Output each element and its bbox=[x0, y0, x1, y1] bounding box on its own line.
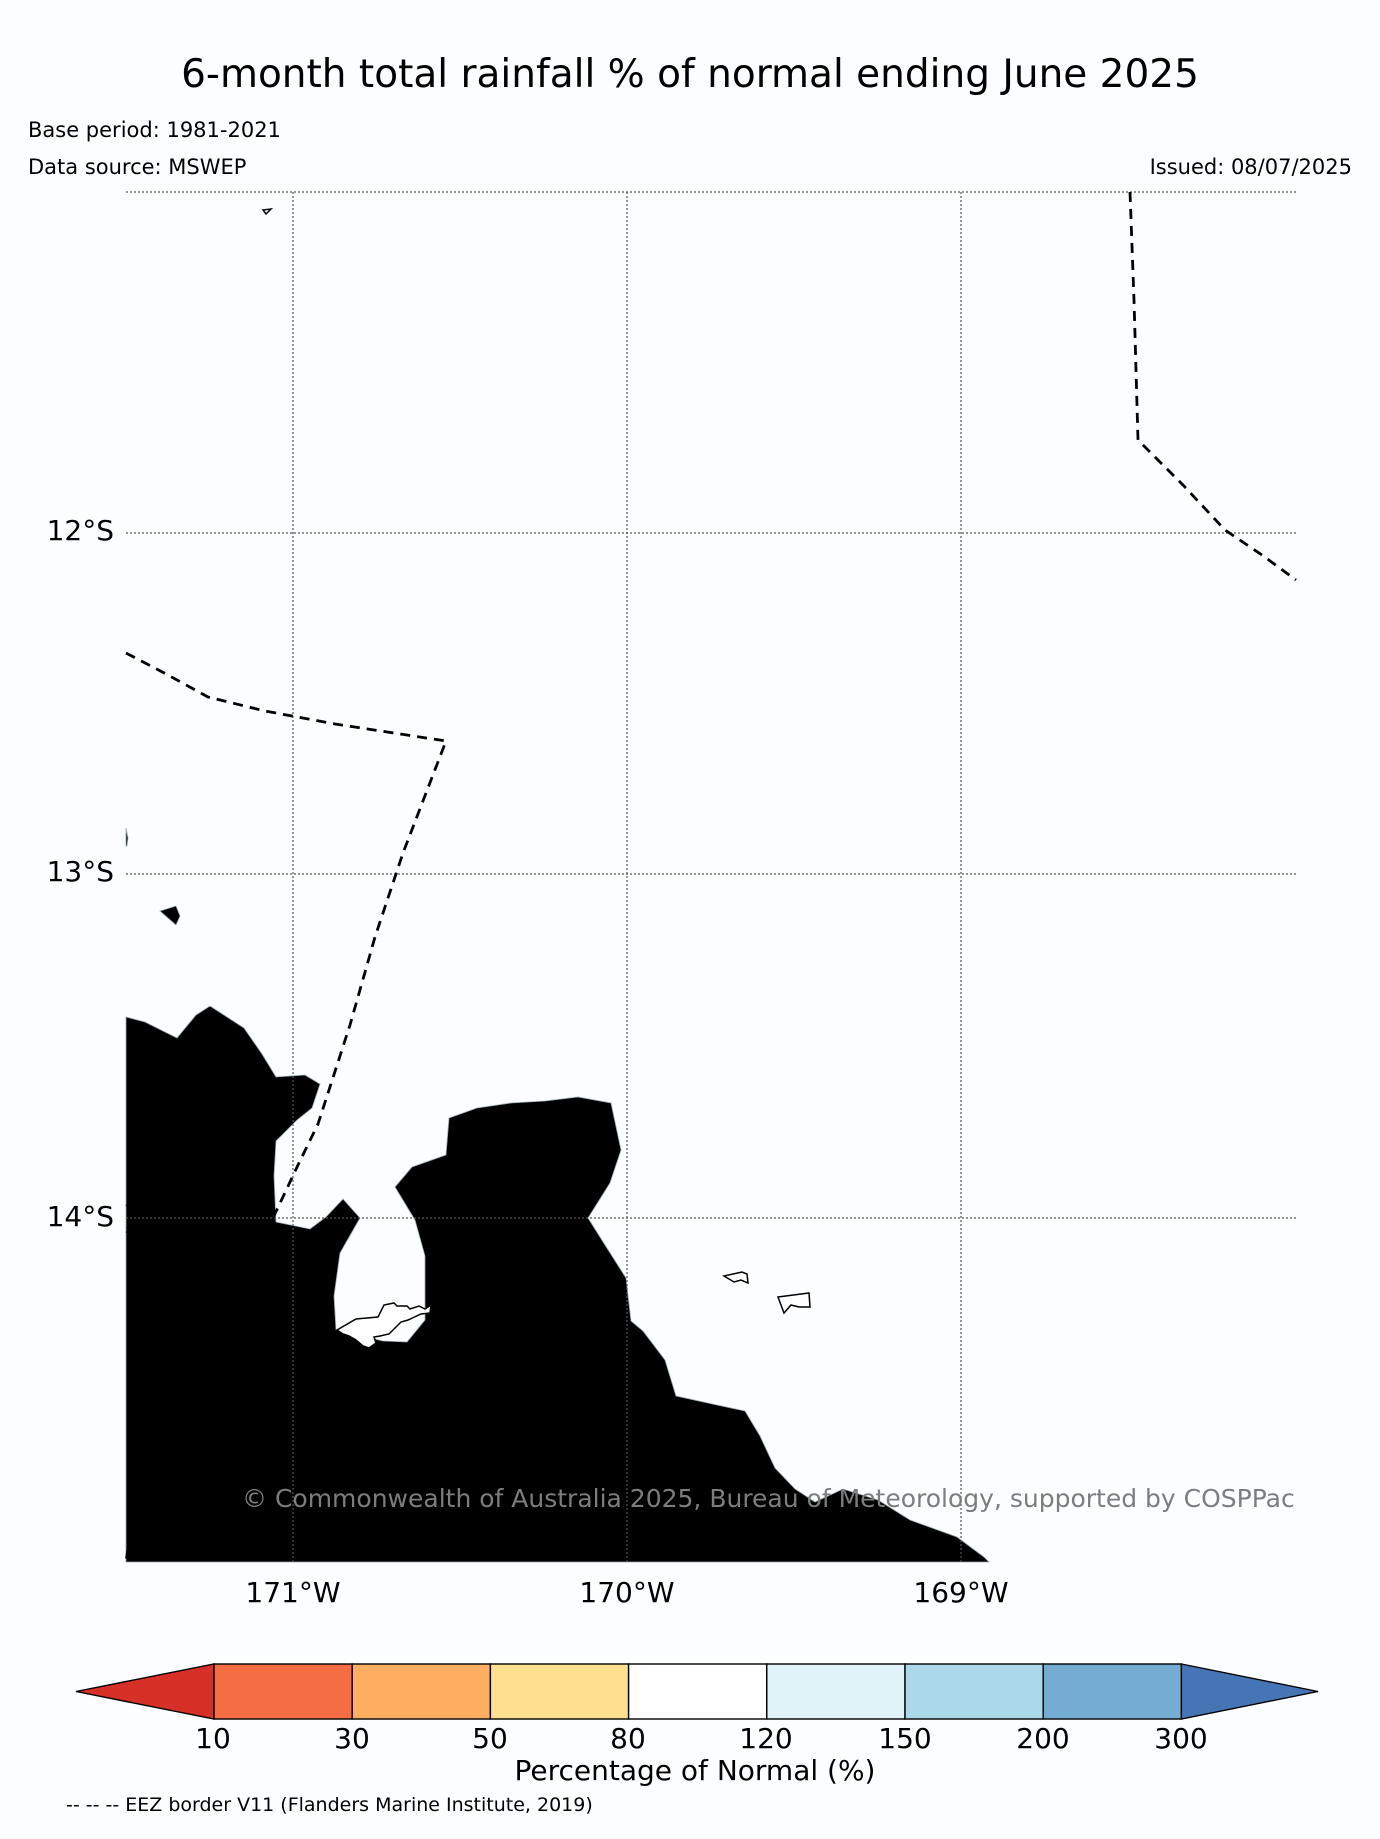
colorbar bbox=[75, 1663, 1319, 1720]
colorbar-tick-10: 10 bbox=[195, 1722, 231, 1755]
colorbar-tick-300: 300 bbox=[1154, 1722, 1208, 1755]
colorbar-segment bbox=[1042, 1663, 1183, 1720]
colorbar-title: Percentage of Normal (%) bbox=[514, 1754, 876, 1787]
colorbar-extend-low bbox=[75, 1663, 215, 1720]
colorbar-tick-150: 150 bbox=[878, 1722, 932, 1755]
tau-island bbox=[776, 1292, 811, 1315]
lon-label-170w: 170°W bbox=[579, 1576, 675, 1609]
lat-label-13s: 13°S bbox=[46, 855, 114, 888]
colorbar-extend-high bbox=[1180, 1663, 1319, 1720]
eez-line-west bbox=[124, 651, 448, 1563]
coast-left-edge-2 bbox=[139, 1236, 150, 1241]
copyright-credit: © Commonwealth of Australia 2025, Bureau… bbox=[242, 1484, 1295, 1513]
tutuila-island bbox=[335, 1302, 432, 1349]
graticule bbox=[126, 191, 1296, 1562]
eez-line-east bbox=[1128, 191, 1297, 582]
ofu-olosega-islands bbox=[722, 1271, 749, 1285]
rain-region-main bbox=[125, 1005, 990, 1563]
colorbar-tick-80: 80 bbox=[610, 1722, 646, 1755]
rain-region-islet-2 bbox=[125, 827, 129, 847]
colorbar-tick-30: 30 bbox=[334, 1722, 370, 1755]
colorbar-tick-50: 50 bbox=[472, 1722, 508, 1755]
lat-label-14s: 14°S bbox=[46, 1200, 114, 1233]
colorbar-segment bbox=[904, 1663, 1044, 1720]
colorbar-tick-200: 200 bbox=[1016, 1722, 1070, 1755]
eez-borders bbox=[124, 191, 1297, 1563]
rainfall-shading bbox=[125, 827, 990, 1563]
base-period: Base period: 1981-2021 bbox=[28, 118, 281, 142]
coast-left-edge bbox=[125, 1204, 144, 1236]
coast-tutuila-tip bbox=[426, 1313, 437, 1318]
data-source: Data source: MSWEP bbox=[28, 155, 247, 179]
lon-label-169w: 169°W bbox=[913, 1576, 1009, 1609]
map-title: 6-month total rainfall % of normal endin… bbox=[181, 52, 1199, 97]
colorbar-segment bbox=[627, 1663, 768, 1720]
colorbar-segment bbox=[351, 1663, 492, 1720]
colorbar-segment bbox=[489, 1663, 630, 1720]
colorbar-segment bbox=[766, 1663, 906, 1720]
lon-label-171w: 171°W bbox=[245, 1576, 341, 1609]
colorbar-segment bbox=[213, 1663, 353, 1720]
lat-label-12s: 12°S bbox=[46, 514, 114, 547]
swains-island bbox=[261, 207, 274, 216]
issued-date: Issued: 08/07/2025 bbox=[1149, 155, 1352, 179]
rain-region-islet-1 bbox=[159, 905, 181, 926]
coastlines bbox=[125, 207, 811, 1349]
colorbar-tick-120: 120 bbox=[739, 1722, 793, 1755]
eez-legend-note: -- -- -- EEZ border V11 (Flanders Marine… bbox=[66, 1794, 593, 1816]
